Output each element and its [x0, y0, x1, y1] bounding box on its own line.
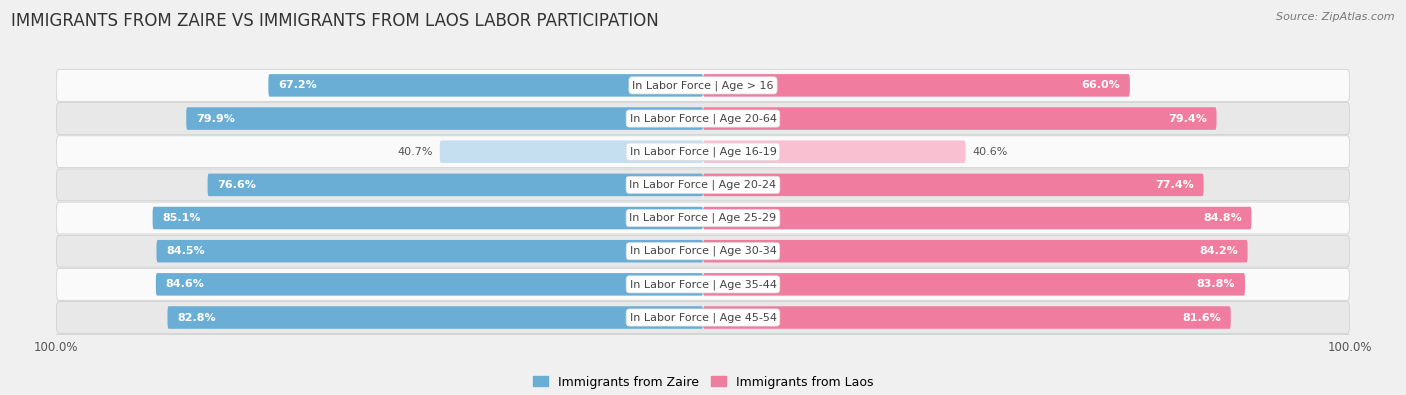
Text: IMMIGRANTS FROM ZAIRE VS IMMIGRANTS FROM LAOS LABOR PARTICIPATION: IMMIGRANTS FROM ZAIRE VS IMMIGRANTS FROM…	[11, 12, 659, 30]
Text: In Labor Force | Age 30-34: In Labor Force | Age 30-34	[630, 246, 776, 256]
FancyBboxPatch shape	[703, 141, 966, 163]
Text: 77.4%: 77.4%	[1156, 180, 1194, 190]
FancyBboxPatch shape	[703, 207, 1251, 229]
Text: 76.6%: 76.6%	[218, 180, 256, 190]
Text: 82.8%: 82.8%	[177, 312, 215, 322]
FancyBboxPatch shape	[440, 141, 703, 163]
Text: 81.6%: 81.6%	[1182, 312, 1220, 322]
Text: 85.1%: 85.1%	[162, 213, 201, 223]
Text: 79.9%: 79.9%	[195, 113, 235, 124]
FancyBboxPatch shape	[156, 273, 703, 295]
Text: 66.0%: 66.0%	[1081, 81, 1121, 90]
Text: 67.2%: 67.2%	[278, 81, 316, 90]
Text: In Labor Force | Age > 16: In Labor Force | Age > 16	[633, 80, 773, 90]
Text: 84.6%: 84.6%	[166, 279, 204, 290]
Text: 40.7%: 40.7%	[398, 147, 433, 157]
FancyBboxPatch shape	[703, 273, 1244, 295]
FancyBboxPatch shape	[703, 240, 1247, 262]
Text: 40.6%: 40.6%	[972, 147, 1008, 157]
Text: 84.2%: 84.2%	[1199, 246, 1237, 256]
FancyBboxPatch shape	[703, 173, 1204, 196]
Legend: Immigrants from Zaire, Immigrants from Laos: Immigrants from Zaire, Immigrants from L…	[533, 376, 873, 389]
FancyBboxPatch shape	[56, 235, 1350, 267]
Text: In Labor Force | Age 25-29: In Labor Force | Age 25-29	[630, 213, 776, 223]
FancyBboxPatch shape	[56, 169, 1350, 201]
FancyBboxPatch shape	[703, 107, 1216, 130]
FancyBboxPatch shape	[56, 103, 1350, 134]
Text: 79.4%: 79.4%	[1168, 113, 1206, 124]
FancyBboxPatch shape	[269, 74, 703, 97]
FancyBboxPatch shape	[156, 240, 703, 262]
Text: 84.5%: 84.5%	[166, 246, 205, 256]
Text: In Labor Force | Age 20-64: In Labor Force | Age 20-64	[630, 113, 776, 124]
Text: In Labor Force | Age 35-44: In Labor Force | Age 35-44	[630, 279, 776, 290]
Text: 84.8%: 84.8%	[1204, 213, 1241, 223]
FancyBboxPatch shape	[56, 269, 1350, 300]
Text: In Labor Force | Age 20-24: In Labor Force | Age 20-24	[630, 180, 776, 190]
FancyBboxPatch shape	[56, 70, 1350, 101]
FancyBboxPatch shape	[56, 202, 1350, 234]
Text: 83.8%: 83.8%	[1197, 279, 1236, 290]
Text: Source: ZipAtlas.com: Source: ZipAtlas.com	[1277, 12, 1395, 22]
Text: In Labor Force | Age 16-19: In Labor Force | Age 16-19	[630, 147, 776, 157]
FancyBboxPatch shape	[703, 306, 1230, 329]
FancyBboxPatch shape	[186, 107, 703, 130]
FancyBboxPatch shape	[153, 207, 703, 229]
FancyBboxPatch shape	[56, 136, 1350, 167]
FancyBboxPatch shape	[208, 173, 703, 196]
FancyBboxPatch shape	[56, 302, 1350, 333]
Text: In Labor Force | Age 45-54: In Labor Force | Age 45-54	[630, 312, 776, 323]
FancyBboxPatch shape	[167, 306, 703, 329]
FancyBboxPatch shape	[703, 74, 1130, 97]
